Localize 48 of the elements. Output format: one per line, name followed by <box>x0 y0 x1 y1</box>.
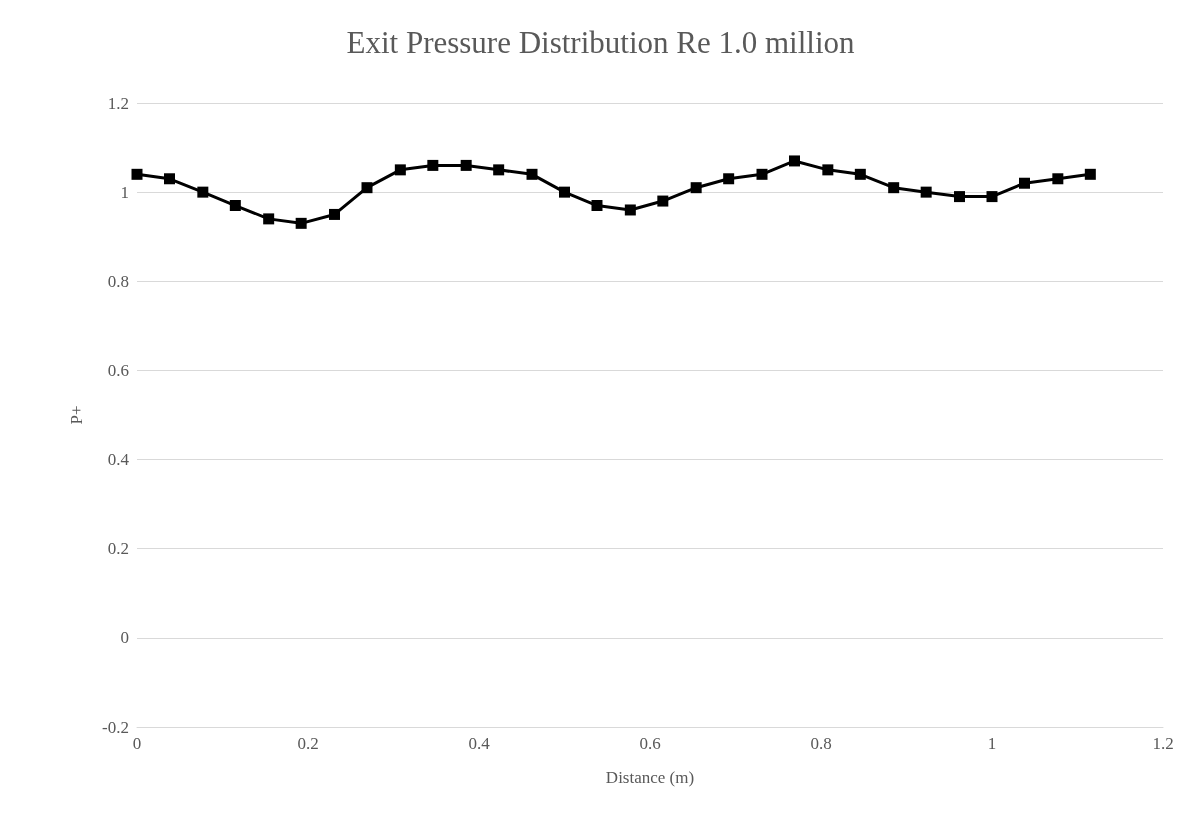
x-axis-title: Distance (m) <box>605 768 695 787</box>
point <box>427 159 439 171</box>
x-tick-label: 0.8 <box>810 734 832 753</box>
point <box>559 186 570 198</box>
y-axis-title: P+ <box>67 405 86 425</box>
point <box>888 182 900 194</box>
x-tick-label: 0.2 <box>297 734 319 753</box>
point <box>920 186 932 198</box>
y-tick-label: 1 <box>120 182 129 202</box>
point <box>493 164 505 176</box>
point <box>1084 168 1096 180</box>
x-tick-label: 1.2 <box>1152 734 1174 753</box>
y-tick-label: -0.2 <box>102 717 129 737</box>
y-tick-label: 0.8 <box>107 271 129 291</box>
x-tick-label: 1 <box>987 734 997 753</box>
point <box>163 173 175 185</box>
x-tick-label: 0.6 <box>639 734 661 753</box>
point <box>690 182 702 194</box>
point <box>361 182 373 194</box>
point <box>1018 177 1030 189</box>
x-tick-label: 0.4 <box>468 734 491 753</box>
point <box>197 186 209 198</box>
point <box>329 208 341 220</box>
point <box>756 168 768 180</box>
y-tick-label: 0 <box>120 628 129 648</box>
point <box>526 168 538 180</box>
chart-title: Exit Pressure Distribution Re 1.0 million <box>346 25 856 60</box>
point <box>229 200 241 212</box>
point <box>723 173 735 185</box>
point <box>394 164 406 176</box>
point <box>1052 173 1064 185</box>
point <box>657 195 669 207</box>
point <box>822 164 834 176</box>
point <box>624 204 636 216</box>
point <box>263 213 275 225</box>
y-tick-label: 0.4 <box>107 450 130 470</box>
point <box>131 168 143 180</box>
point <box>460 159 472 171</box>
point <box>986 191 998 203</box>
point <box>295 217 307 229</box>
y-tick-label: 0.6 <box>107 360 129 380</box>
y-tick-label: 0.2 <box>107 539 129 559</box>
x-tick-label: 0 <box>132 734 142 753</box>
point <box>591 200 603 212</box>
point <box>854 168 866 180</box>
point <box>788 155 800 167</box>
point <box>954 191 966 203</box>
y-tick-label: 1.2 <box>107 93 129 113</box>
